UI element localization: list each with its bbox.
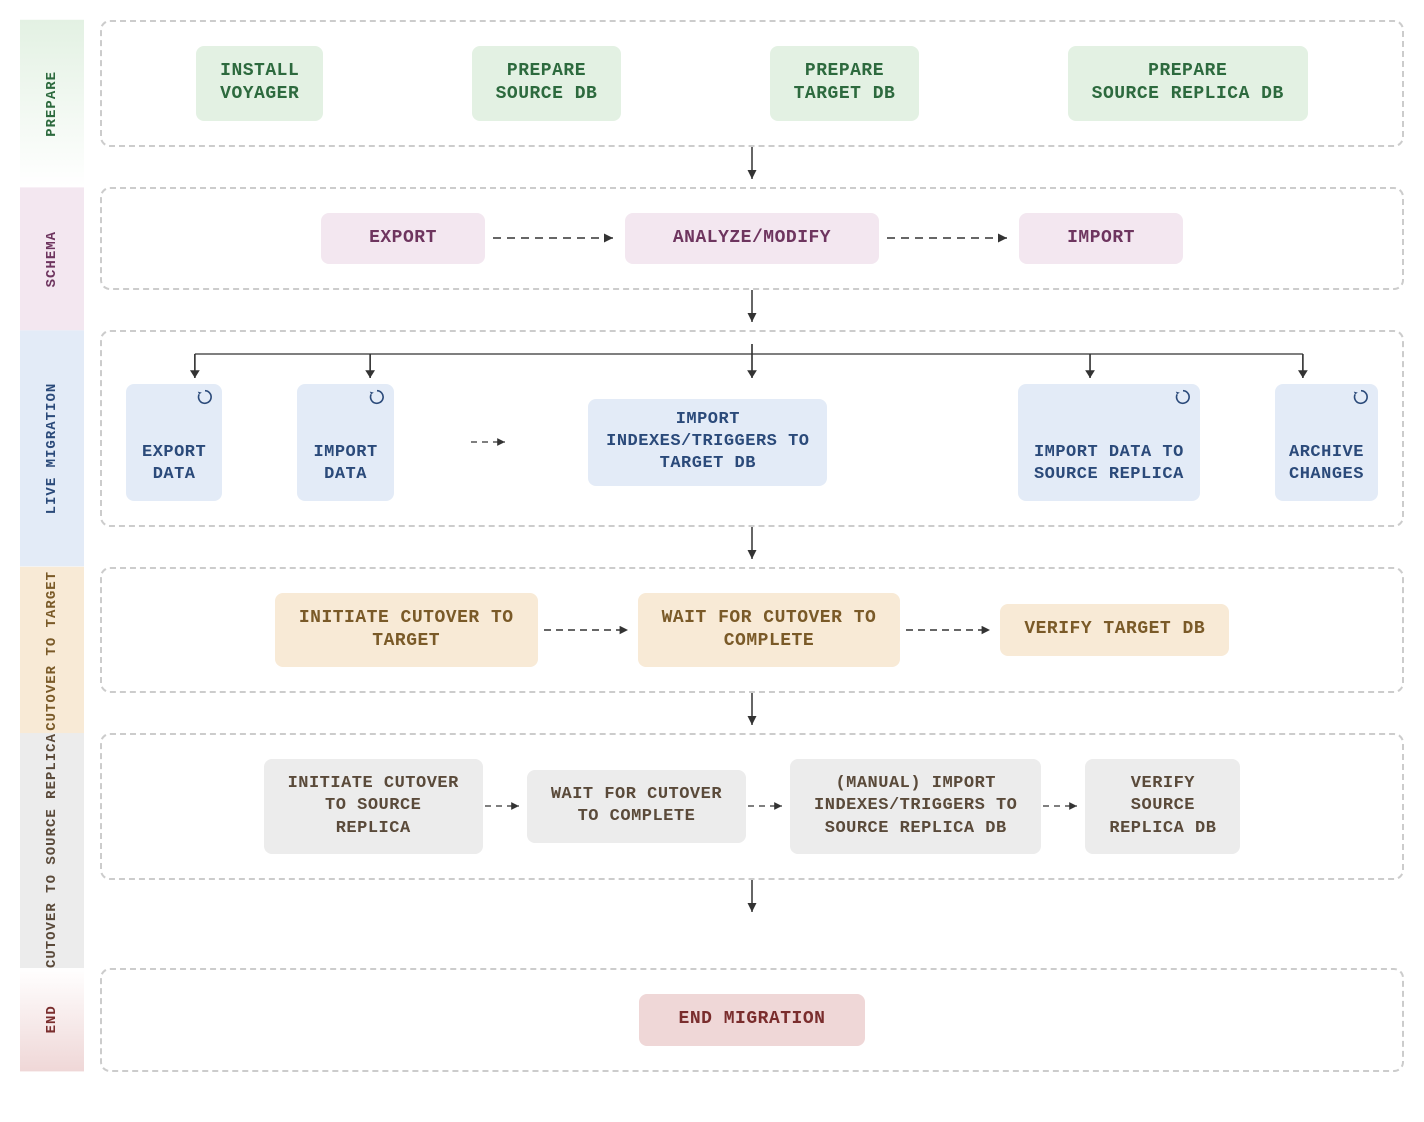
connector-prepare-schema [100, 147, 1404, 187]
phase-live-migration: LIVE MIGRATION [20, 330, 1404, 566]
node-prepare-target-db: PREPARE TARGET DB [770, 46, 920, 121]
edge-importdata-indexes [469, 432, 513, 452]
phase-box-live-migration: EXPORT DATA IMPORT DATA IMPORT INDEXES/T… [100, 330, 1404, 526]
connector-replica-end [100, 880, 1404, 920]
loop-icon [1352, 388, 1370, 406]
phase-label-end: END [20, 968, 84, 1071]
loop-icon [1174, 388, 1192, 406]
phase-box-cutover-source-replica: INITIATE CUTOVER TO SOURCE REPLICA WAIT … [100, 733, 1404, 879]
edge-manual-verify-replica [1041, 796, 1085, 816]
node-initiate-cutover-target: INITIATE CUTOVER TO TARGET [275, 593, 538, 668]
node-end-migration: END MIGRATION [639, 994, 866, 1045]
node-archive-changes-label: ARCHIVE CHANGES [1289, 443, 1364, 484]
phase-end: END END MIGRATION [20, 968, 1404, 1071]
connector-schema-live [100, 290, 1404, 330]
node-archive-changes: ARCHIVE CHANGES [1275, 384, 1378, 500]
phase-box-end: END MIGRATION [100, 968, 1404, 1071]
edge-wait-manual-replica [746, 796, 790, 816]
loop-icon [196, 388, 214, 406]
phase-cutover-source-replica: CUTOVER TO SOURCE REPLICA INITIATE CUTOV… [20, 733, 1404, 968]
node-manual-import-indexes-replica: (MANUAL) IMPORT INDEXES/TRIGGERS TO SOUR… [790, 759, 1041, 853]
node-wait-cutover-target: WAIT FOR CUTOVER TO COMPLETE [638, 593, 901, 668]
phase-label-prepare: PREPARE [20, 20, 84, 187]
connector-live-cutover-target [100, 527, 1404, 567]
node-export-data-label: EXPORT DATA [142, 443, 206, 484]
phase-label-live-migration: LIVE MIGRATION [20, 330, 84, 566]
node-export-data: EXPORT DATA [126, 384, 222, 500]
edge-analyze-import [879, 228, 1019, 248]
node-import-data-source-replica-label: IMPORT DATA TO SOURCE REPLICA [1034, 443, 1184, 484]
node-initiate-cutover-replica: INITIATE CUTOVER TO SOURCE REPLICA [264, 759, 483, 853]
node-import-data-source-replica: IMPORT DATA TO SOURCE REPLICA [1018, 384, 1200, 500]
node-verify-source-replica-db: VERIFY SOURCE REPLICA DB [1085, 759, 1240, 853]
loop-icon [368, 388, 386, 406]
edge-initiate-wait-replica [483, 796, 527, 816]
migration-flowchart: PREPARE INSTALL VOYAGER PREPARE SOURCE D… [20, 20, 1404, 1072]
phase-box-prepare: INSTALL VOYAGER PREPARE SOURCE DB PREPAR… [100, 20, 1404, 147]
node-prepare-source-replica-db: PREPARE SOURCE REPLICA DB [1068, 46, 1308, 121]
phase-box-schema: EXPORT ANALYZE/MODIFY IMPORT [100, 187, 1404, 290]
live-split-branches [126, 344, 1378, 384]
phase-label-cutover-target: CUTOVER TO TARGET [20, 567, 84, 734]
node-import: IMPORT [1019, 213, 1183, 264]
node-import-data-label: IMPORT DATA [313, 443, 377, 484]
edge-initiate-wait-target [538, 620, 638, 640]
node-prepare-source-db: PREPARE SOURCE DB [472, 46, 622, 121]
node-install-voyager: INSTALL VOYAGER [196, 46, 323, 121]
node-verify-target-db: VERIFY TARGET DB [1000, 604, 1229, 655]
phase-label-schema: SCHEMA [20, 187, 84, 330]
node-import-data: IMPORT DATA [297, 384, 393, 500]
phase-schema: SCHEMA EXPORT ANALYZE/MODIFY IMPORT [20, 187, 1404, 330]
node-wait-cutover-replica: WAIT FOR CUTOVER TO COMPLETE [527, 770, 746, 842]
connector-cutover-target-replica [100, 693, 1404, 733]
phase-label-cutover-source-replica: CUTOVER TO SOURCE REPLICA [20, 733, 84, 968]
node-export: EXPORT [321, 213, 485, 264]
phase-box-cutover-target: INITIATE CUTOVER TO TARGET WAIT FOR CUTO… [100, 567, 1404, 694]
edge-export-analyze [485, 228, 625, 248]
node-import-indexes-target: IMPORT INDEXES/TRIGGERS TO TARGET DB [588, 399, 827, 485]
phase-prepare: PREPARE INSTALL VOYAGER PREPARE SOURCE D… [20, 20, 1404, 187]
phase-cutover-target: CUTOVER TO TARGET INITIATE CUTOVER TO TA… [20, 567, 1404, 734]
node-analyze-modify: ANALYZE/MODIFY [625, 213, 879, 264]
edge-wait-verify-target [900, 620, 1000, 640]
